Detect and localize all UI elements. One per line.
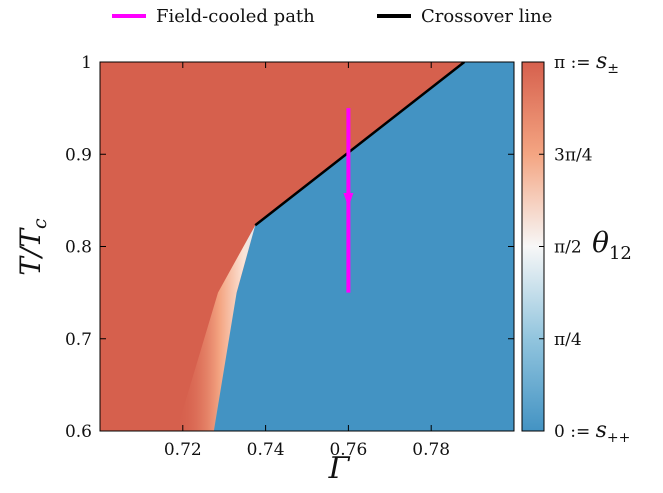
colorbar-tick-label: π/2: [554, 238, 582, 258]
transition-gradient-band: [176, 225, 256, 431]
colorbar-tick-label: π/4: [554, 330, 582, 350]
s-pp-region: [213, 62, 514, 431]
legend: Field-cooled path Crossover line: [112, 6, 552, 27]
plot-area: [100, 62, 514, 431]
colorbar-tick-label: 3π/4: [554, 145, 593, 165]
y-tick-label: 0.9: [65, 145, 92, 165]
y-tick-label: 0.6: [65, 422, 92, 442]
y-tick-label: 0.7: [65, 330, 92, 350]
x-tick-label: 0.76: [329, 440, 367, 460]
y-axis-title: T/Tc: [14, 218, 51, 276]
field-cooled-arrow-head: [343, 192, 354, 207]
y-tick-label: 0.8: [65, 238, 92, 258]
y-axis-ticks: 0.6 0.7 0.8 0.9 1: [65, 53, 514, 442]
colorbar: 0 := s++ π/4 π/2 3π/4 π := s± θ12: [521, 49, 632, 446]
colorbar-ticks: 0 := s++ π/4 π/2 3π/4 π := s±: [539, 49, 630, 446]
x-tick-label: 0.74: [247, 440, 285, 460]
x-axis-ticks: 0.72 0.74 0.76 0.78: [164, 62, 450, 460]
svg-text:θ12: θ12: [592, 226, 632, 264]
legend-label-field-cooled: Field-cooled path: [156, 6, 315, 27]
colorbar-title: θ12: [592, 226, 632, 264]
colorbar-tick-label: π := s±: [554, 49, 619, 77]
x-tick-label: 0.78: [412, 440, 450, 460]
colorbar-tick-label: 0 := s++: [554, 418, 630, 446]
svg-text:T/Tc: T/Tc: [14, 218, 51, 276]
x-tick-label: 0.72: [164, 440, 202, 460]
x-axis-title: Γ: [328, 451, 351, 486]
y-tick-label: 1: [81, 53, 92, 73]
crossover-line: [254, 62, 466, 227]
legend-label-crossover: Crossover line: [421, 6, 552, 27]
